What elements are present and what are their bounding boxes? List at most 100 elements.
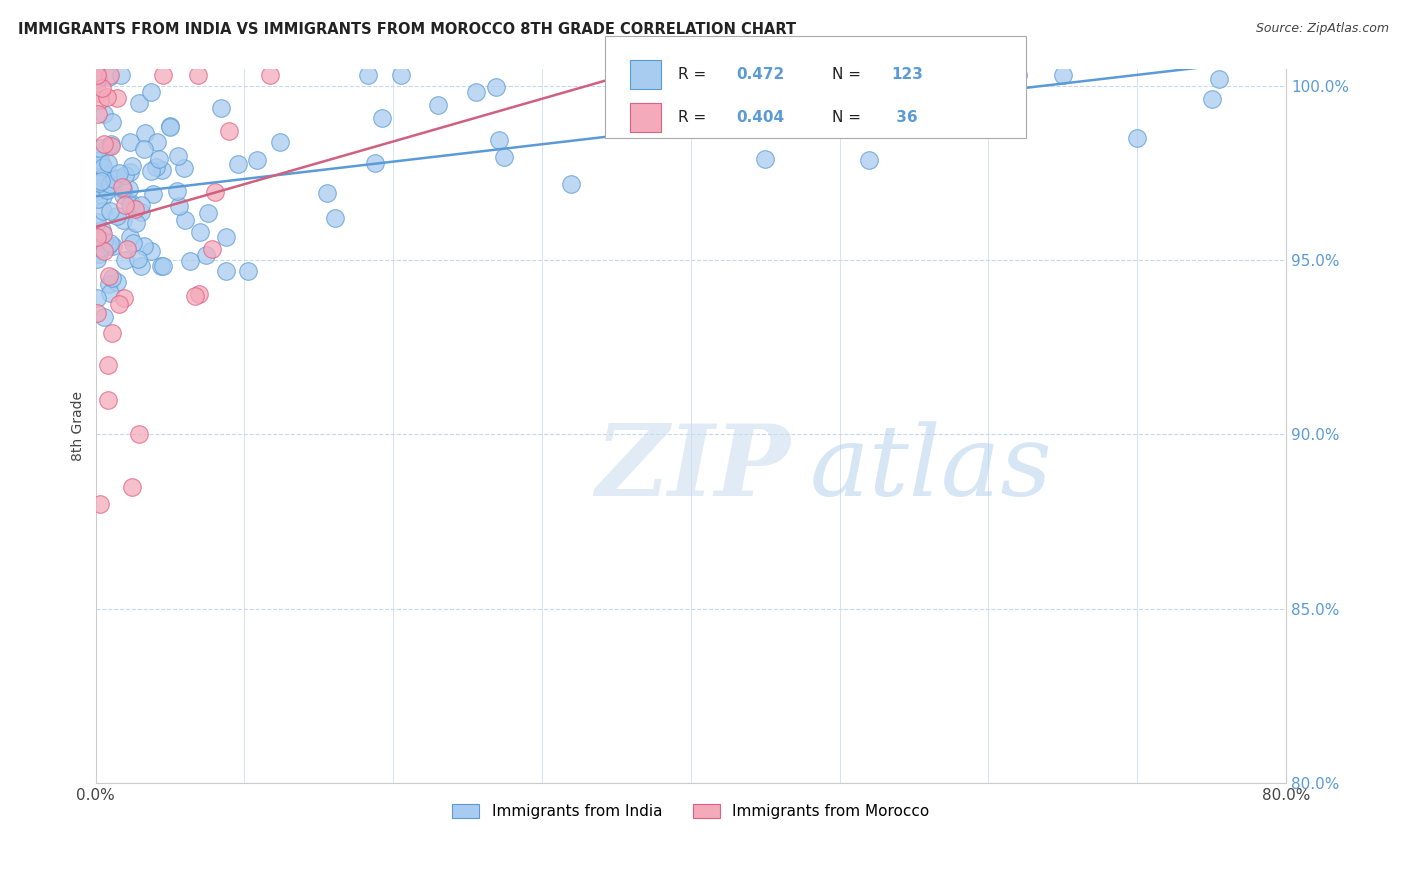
Point xyxy=(492,150,515,164)
Point xyxy=(87,192,110,206)
Point xyxy=(246,153,269,168)
Point xyxy=(903,69,925,83)
Point xyxy=(111,182,134,196)
Point xyxy=(218,124,240,138)
Point xyxy=(93,107,115,121)
Point xyxy=(114,198,136,212)
Point xyxy=(101,115,124,129)
Point xyxy=(122,236,145,251)
Point xyxy=(110,69,132,83)
Point xyxy=(174,213,197,227)
Point xyxy=(426,97,449,112)
Point xyxy=(96,90,118,104)
Point xyxy=(188,225,211,239)
Point xyxy=(98,139,121,153)
Point xyxy=(139,244,162,258)
Point xyxy=(560,177,582,191)
Point xyxy=(105,276,128,290)
Point xyxy=(98,203,121,218)
Point xyxy=(86,69,108,83)
Point xyxy=(259,69,281,83)
Point xyxy=(159,119,181,133)
Point xyxy=(269,135,291,149)
Point xyxy=(828,82,851,96)
Point xyxy=(141,86,163,100)
Point xyxy=(186,69,208,83)
Text: 36: 36 xyxy=(891,111,918,125)
Text: N =: N = xyxy=(832,67,866,82)
Point xyxy=(100,138,122,153)
Point xyxy=(184,289,207,303)
Point xyxy=(128,96,150,111)
Point xyxy=(105,91,128,105)
Point xyxy=(120,197,142,211)
Point xyxy=(114,252,136,267)
Point xyxy=(98,69,121,83)
Point xyxy=(98,285,121,300)
Point xyxy=(118,135,141,149)
Point xyxy=(134,143,156,157)
Point xyxy=(87,86,110,100)
Point xyxy=(124,202,146,217)
Point xyxy=(91,170,114,185)
Point xyxy=(201,243,224,257)
Point xyxy=(93,173,115,187)
Point xyxy=(91,223,114,237)
FancyBboxPatch shape xyxy=(630,61,661,89)
Point xyxy=(226,157,249,171)
Point xyxy=(134,126,156,140)
Point xyxy=(114,168,136,182)
Point xyxy=(127,252,149,266)
Point xyxy=(118,229,141,244)
Point xyxy=(118,165,141,179)
Point xyxy=(97,392,120,407)
Point xyxy=(485,80,508,95)
Point xyxy=(86,69,108,83)
Point xyxy=(93,310,115,324)
Point xyxy=(236,264,259,278)
Point xyxy=(148,152,170,166)
Point xyxy=(139,164,162,178)
Point xyxy=(948,69,970,83)
Point xyxy=(197,206,219,220)
Point xyxy=(364,155,387,169)
Y-axis label: 8th Grade: 8th Grade xyxy=(72,391,86,461)
Point xyxy=(97,156,120,170)
Point xyxy=(98,277,121,292)
Point xyxy=(87,176,110,190)
Point xyxy=(169,199,191,213)
Point xyxy=(709,78,731,93)
Text: Source: ZipAtlas.com: Source: ZipAtlas.com xyxy=(1256,22,1389,36)
Point xyxy=(167,148,190,162)
Point xyxy=(89,93,111,107)
Point xyxy=(150,259,173,273)
Point xyxy=(97,239,120,253)
Point xyxy=(103,171,125,186)
Text: R =: R = xyxy=(678,111,711,125)
Point xyxy=(159,120,181,134)
Text: 0.472: 0.472 xyxy=(737,67,785,82)
Point xyxy=(91,204,114,219)
Point xyxy=(120,195,142,210)
Point xyxy=(112,291,135,305)
Point xyxy=(90,164,112,178)
Point xyxy=(86,291,108,305)
Point xyxy=(101,271,124,285)
Point xyxy=(128,427,150,442)
Point xyxy=(111,180,134,194)
Point xyxy=(204,185,226,199)
Point xyxy=(129,259,152,273)
Point xyxy=(96,183,118,197)
Legend: Immigrants from India, Immigrants from Morocco: Immigrants from India, Immigrants from M… xyxy=(446,797,936,825)
Point xyxy=(152,69,174,83)
Point xyxy=(98,177,121,191)
Point xyxy=(129,198,152,212)
Point xyxy=(1052,69,1074,83)
Point xyxy=(90,80,112,95)
Point xyxy=(125,216,148,230)
Point xyxy=(209,101,232,115)
Point xyxy=(111,188,134,202)
Text: atlas: atlas xyxy=(810,421,1053,516)
Point xyxy=(389,69,412,83)
Point xyxy=(488,133,510,147)
